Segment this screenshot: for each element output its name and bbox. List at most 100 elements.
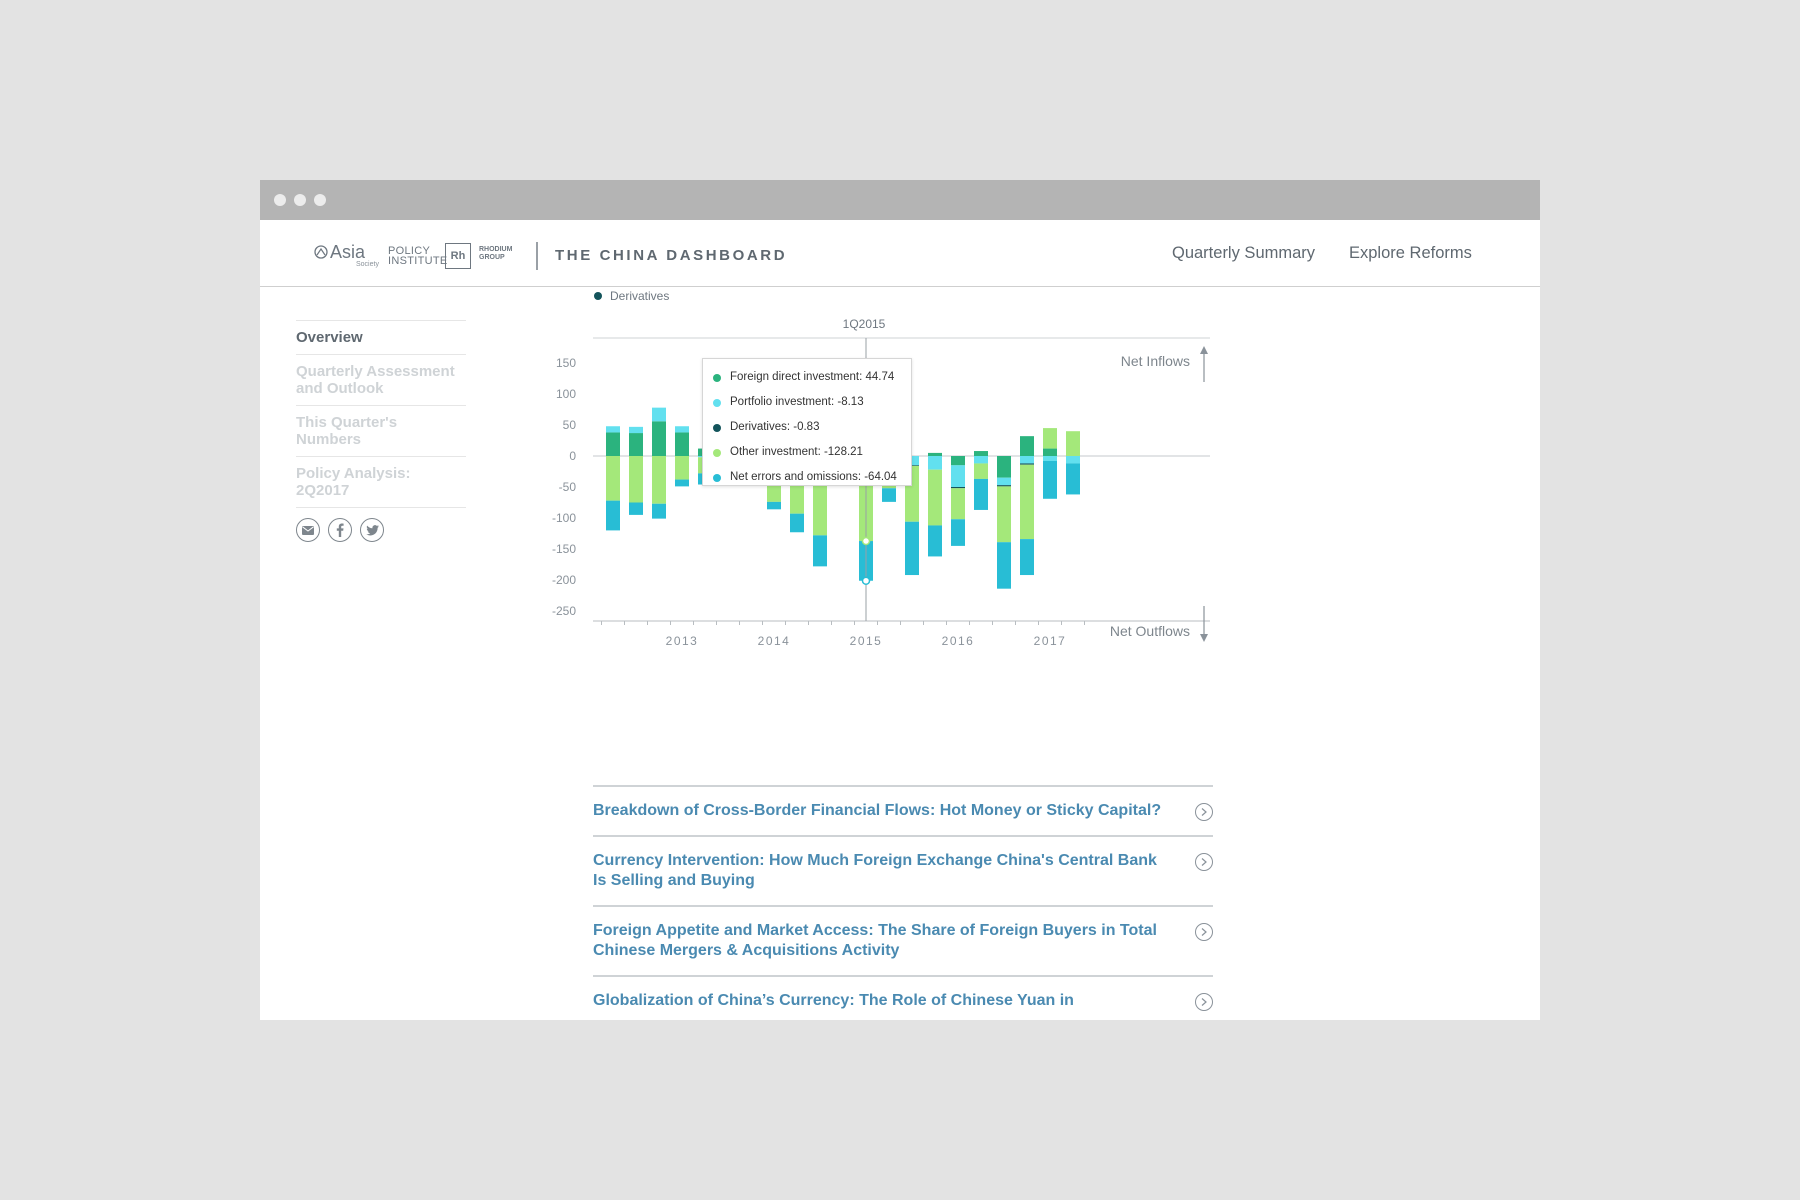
bar-segment [928, 525, 942, 557]
bar-segment [974, 456, 988, 464]
bar-segment [974, 451, 988, 456]
bar-segment [675, 426, 689, 433]
bar-segment [1066, 456, 1080, 464]
bar-segment [1020, 436, 1034, 456]
society-logo-text: Society [356, 261, 379, 268]
link-currency-intervention[interactable]: Currency Intervention: How Much Foreign … [593, 852, 1157, 889]
x-tick-label: 2014 [758, 634, 791, 648]
bar-segment [974, 463, 988, 479]
sidebar-item-quarterly-assessment[interactable]: Quarterly Assessment and Outlook [296, 354, 466, 405]
tooltip-row: Derivatives: -0.83 [703, 415, 911, 440]
bar-segment [675, 432, 689, 456]
asia-logo-text: Asia [330, 242, 366, 262]
chevron-right-icon[interactable] [1195, 853, 1213, 871]
bar-segment [629, 426, 643, 434]
tooltip-fdi-text: Foreign direct investment: 44.74 [730, 371, 895, 383]
facebook-icon [336, 523, 344, 537]
bar-segment [905, 521, 919, 576]
tooltip-row: Net errors and omissions: -64.04 [703, 465, 911, 490]
link-foreign-appetite[interactable]: Foreign Appetite and Market Access: The … [593, 922, 1157, 959]
window-titlebar [260, 180, 1540, 220]
tooltip-errors-text: Net errors and omissions: -64.04 [730, 471, 897, 483]
bar-segment [1043, 448, 1057, 456]
y-tick-label: -100 [552, 511, 576, 525]
window-maximize-dot[interactable] [314, 194, 326, 206]
bar-segment [1020, 463, 1034, 465]
y-tick-label: 100 [556, 387, 576, 401]
related-link-item[interactable]: Foreign Appetite and Market Access: The … [593, 905, 1213, 975]
bar-segment [652, 407, 666, 422]
financial-flows-chart[interactable]: 150 100 50 0 -50 -100 -150 -200 -250 2013 2014 2015… [260, 286, 1540, 786]
link-cross-border-flows[interactable]: Breakdown of Cross-Border Financial Flow… [593, 802, 1162, 819]
tooltip-dot [713, 374, 721, 382]
rhodium-group-logo[interactable]: Rh [445, 243, 471, 269]
x-tick-label: 2017 [1034, 634, 1067, 648]
tooltip-derivatives-text: Derivatives: -0.83 [730, 421, 820, 433]
window-minimize-dot[interactable] [294, 194, 306, 206]
y-tick-label: -50 [559, 480, 577, 494]
browser-window: Asia Society POLICY INSTITUTE Rh RHODIUM G… [260, 180, 1540, 1020]
asia-society-mark-icon [314, 245, 328, 259]
facebook-share-button[interactable] [328, 518, 352, 542]
bar-segment [1020, 464, 1034, 540]
net-inflows-label: Net Inflows [1121, 353, 1190, 369]
bar-segment [951, 487, 965, 489]
bar-segment [951, 488, 965, 520]
site-header: Asia Society POLICY INSTITUTE Rh RHODIUM G… [260, 220, 1540, 287]
chevron-right-icon[interactable] [1195, 803, 1213, 821]
email-share-button[interactable] [296, 518, 320, 542]
chart-bars [606, 407, 1080, 589]
tooltip-dot [713, 399, 721, 407]
window-close-dot[interactable] [274, 194, 286, 206]
bar-segment [951, 456, 965, 466]
legend-derivatives-label: Derivatives [610, 289, 669, 303]
bar-segment [652, 503, 666, 519]
sidebar-item-quarter-numbers[interactable]: This Quarter's Numbers [296, 405, 466, 456]
bar-segment [882, 488, 896, 502]
hover-marker [861, 576, 871, 586]
tooltip-row: Portfolio investment: -8.13 [703, 390, 911, 415]
related-link-item[interactable]: Globalization of China’s Currency: The R… [593, 975, 1213, 1020]
chevron-right-icon[interactable] [1195, 923, 1213, 941]
bar-segment [606, 432, 620, 456]
bar-segment [951, 465, 965, 487]
bar-segment [790, 513, 804, 533]
nav-explore-reforms[interactable]: Explore Reforms [1349, 244, 1472, 262]
y-tick-label: 150 [556, 356, 576, 370]
y-tick-label: 50 [563, 418, 577, 432]
bar-segment [606, 500, 620, 531]
chart-axes: 150 100 50 0 -50 -100 -150 -200 -250 2013 2014 2015… [552, 356, 1085, 648]
y-tick-label: -250 [552, 604, 576, 618]
nav-quarterly-summary[interactable]: Quarterly Summary [1172, 244, 1316, 262]
sidebar-item-policy-analysis[interactable]: Policy Analysis: 2Q2017 [296, 456, 466, 508]
tooltip-row: Foreign direct investment: 44.74 [703, 365, 911, 390]
bar-segment [997, 542, 1011, 589]
bar-segment [905, 456, 919, 466]
bar-segment [928, 456, 942, 470]
sidebar-item-overview[interactable]: Overview [296, 320, 466, 354]
legend-derivatives-dot [594, 292, 602, 300]
asia-society-logo[interactable]: Asia Society POLICY INSTITUTE [314, 242, 447, 268]
tooltip-dot [713, 474, 721, 482]
chart-tooltip: Foreign direct investment: 44.74 Portfol… [702, 358, 912, 486]
bar-segment [1043, 428, 1057, 449]
bar-segment [1043, 460, 1057, 499]
tooltip-other-text: Other investment: -128.21 [730, 446, 863, 458]
rhodium-group-text: RHODIUM GROUP [479, 246, 513, 261]
site-title[interactable]: THE CHINA DASHBOARD [555, 247, 788, 264]
bar-segment [1020, 456, 1034, 464]
x-tick-label: 2016 [942, 634, 975, 648]
x-tick-label: 2013 [666, 634, 699, 648]
x-tick-label: 2015 [850, 634, 883, 648]
bar-segment [951, 519, 965, 546]
link-globalization-currency[interactable]: Globalization of China’s Currency: The R… [593, 992, 1074, 1009]
chevron-right-icon[interactable] [1195, 993, 1213, 1011]
bar-segment [675, 479, 689, 487]
twitter-share-button[interactable] [360, 518, 384, 542]
related-link-item[interactable]: Breakdown of Cross-Border Financial Flow… [593, 785, 1213, 835]
related-link-item[interactable]: Currency Intervention: How Much Foreign … [593, 835, 1213, 905]
bar-segment [997, 477, 1011, 486]
bar-segment [606, 426, 620, 433]
arrow-down-icon [1200, 634, 1208, 642]
tooltip-portfolio-text: Portfolio investment: -8.13 [730, 396, 864, 408]
